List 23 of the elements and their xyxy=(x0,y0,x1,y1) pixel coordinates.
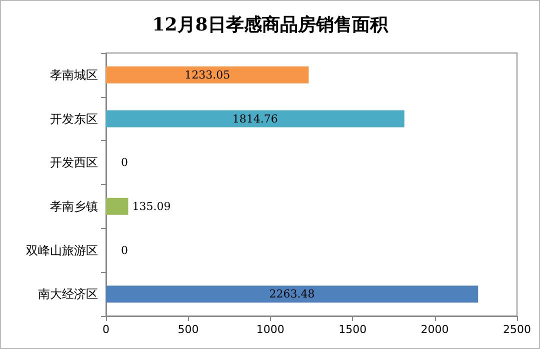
x-tick-label: 1000 xyxy=(256,323,284,336)
bar xyxy=(106,110,404,128)
x-tick-label: 1500 xyxy=(338,323,367,336)
data-label: 2263.48 xyxy=(269,288,315,301)
x-tick-label: 0 xyxy=(102,323,110,336)
bar xyxy=(106,286,478,303)
bar xyxy=(106,198,128,215)
y-tick-label: 开发东区 xyxy=(50,112,98,126)
y-tick-label: 开发西区 xyxy=(50,156,98,170)
bar xyxy=(106,66,309,84)
y-tick-label: 孝南城区 xyxy=(50,68,98,82)
y-tick-label: 双峰山旅游区 xyxy=(26,243,98,258)
y-tick-label: 南大经济区 xyxy=(38,287,98,302)
data-label: 135.09 xyxy=(132,200,171,213)
data-label: 0 xyxy=(121,156,128,170)
data-label: 1814.76 xyxy=(232,112,278,126)
x-tick-label: 2000 xyxy=(420,323,449,336)
chart-title: 12月8日孝感商品房销售面积 xyxy=(152,14,389,36)
data-label: 0 xyxy=(121,244,128,257)
x-tick-label: 500 xyxy=(178,323,199,336)
x-tick-label: 2500 xyxy=(503,323,531,336)
y-tick-label: 孝南乡镇 xyxy=(50,199,98,214)
data-label: 1233.05 xyxy=(184,68,230,82)
